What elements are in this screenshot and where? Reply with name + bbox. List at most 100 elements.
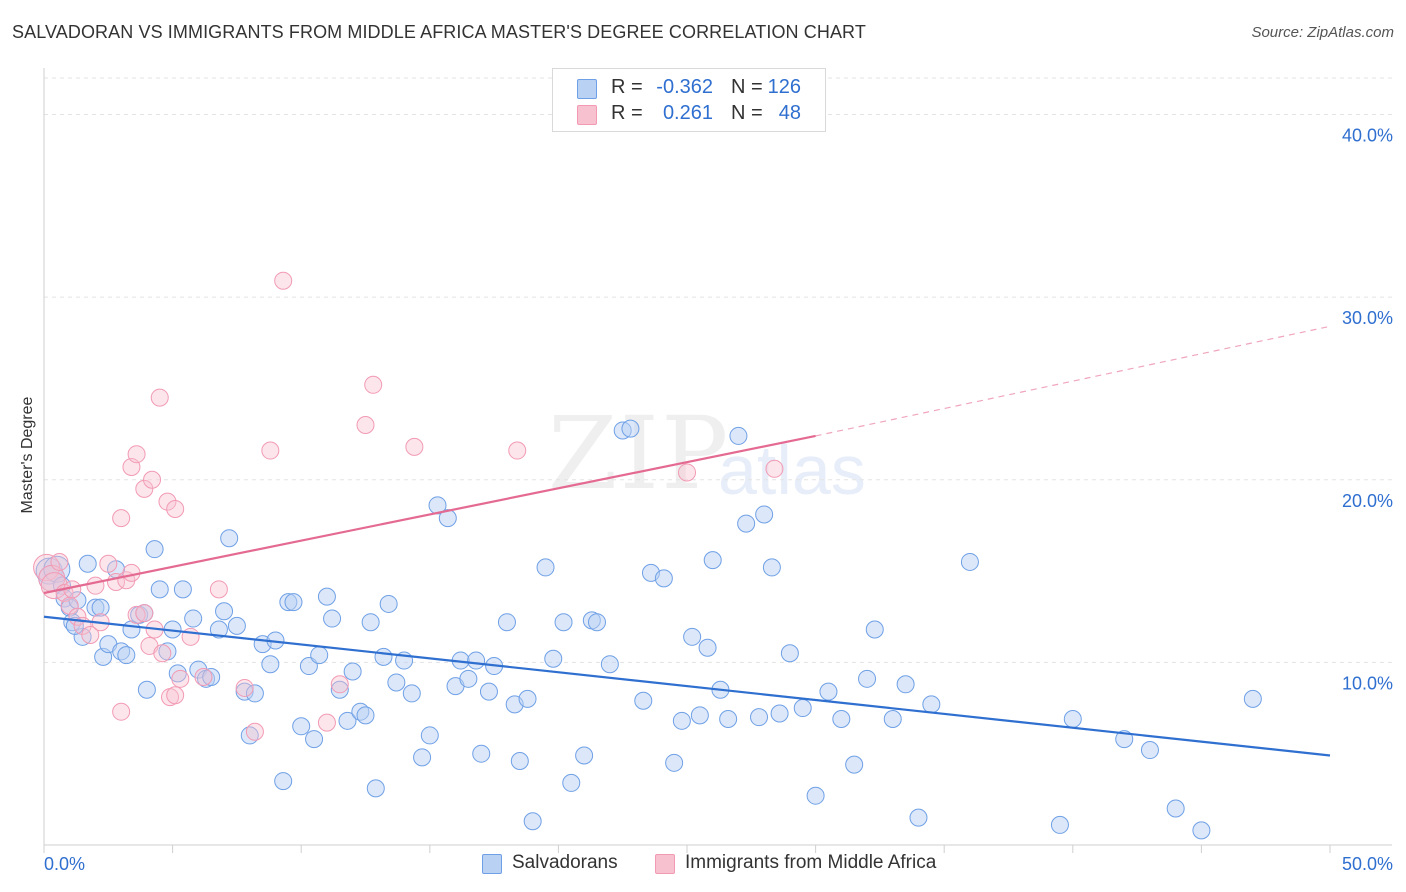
point-salvadorans bbox=[562, 773, 581, 792]
point-salvadorans bbox=[698, 638, 717, 657]
point-salvadorans bbox=[750, 708, 769, 727]
point-middle-africa bbox=[112, 702, 131, 721]
point-middle-africa bbox=[235, 678, 254, 697]
point-salvadorans bbox=[343, 662, 362, 681]
point-salvadorans bbox=[1050, 815, 1069, 834]
point-salvadorans bbox=[202, 667, 221, 686]
point-salvadorans bbox=[634, 691, 653, 710]
point-middle-africa bbox=[171, 669, 190, 688]
point-salvadorans bbox=[310, 646, 329, 665]
point-salvadorans bbox=[832, 709, 851, 728]
point-salvadorans bbox=[467, 651, 486, 670]
point-salvadorans bbox=[845, 755, 864, 774]
point-salvadorans bbox=[536, 558, 555, 577]
y-tick-label: 20.0% bbox=[1342, 491, 1393, 511]
point-middle-africa bbox=[143, 470, 162, 489]
point-salvadorans bbox=[479, 682, 498, 701]
point-salvadorans bbox=[518, 689, 537, 708]
n-value: 126 bbox=[767, 76, 801, 98]
point-middle-africa bbox=[112, 509, 131, 528]
point-middle-africa bbox=[274, 271, 293, 290]
point-salvadorans bbox=[737, 514, 756, 533]
middle-africa-swatch bbox=[577, 105, 597, 125]
point-middle-africa bbox=[150, 388, 169, 407]
point-salvadorans bbox=[261, 655, 280, 674]
n-label: N = bbox=[731, 102, 763, 124]
point-middle-africa bbox=[81, 625, 100, 644]
point-salvadorans bbox=[755, 505, 774, 524]
point-salvadorans bbox=[279, 593, 298, 612]
point-salvadorans bbox=[1063, 709, 1082, 728]
point-middle-africa bbox=[194, 667, 213, 686]
point-salvadorans bbox=[672, 711, 691, 730]
point-salvadorans bbox=[137, 680, 156, 699]
point-salvadorans bbox=[806, 786, 825, 805]
point-salvadorans bbox=[91, 598, 110, 617]
point-salvadorans bbox=[459, 669, 478, 688]
point-salvadorans bbox=[173, 580, 192, 599]
point-salvadorans bbox=[379, 594, 398, 613]
point-middle-africa bbox=[86, 576, 105, 595]
y-tick-label: 40.0% bbox=[1342, 126, 1393, 146]
point-middle-africa bbox=[153, 644, 172, 663]
point-middle-africa bbox=[166, 686, 185, 705]
n-label: N = bbox=[731, 76, 763, 98]
point-salvadorans bbox=[729, 426, 748, 445]
point-salvadorans bbox=[544, 649, 563, 668]
y-tick-label: 10.0% bbox=[1342, 673, 1393, 693]
point-salvadorans bbox=[883, 709, 902, 728]
middle-africa-swatch bbox=[655, 854, 675, 874]
salvadorans-swatch bbox=[482, 854, 502, 874]
point-salvadorans bbox=[690, 706, 709, 725]
point-salvadorans bbox=[762, 558, 781, 577]
point-salvadorans bbox=[523, 812, 542, 831]
point-salvadorans bbox=[858, 669, 877, 688]
point-salvadorans bbox=[1192, 821, 1211, 840]
point-middle-africa bbox=[50, 552, 69, 571]
point-salvadorans bbox=[323, 609, 342, 628]
point-middle-africa bbox=[317, 713, 336, 732]
point-salvadorans bbox=[683, 627, 702, 646]
source-label: Source: ZipAtlas.com bbox=[1251, 24, 1394, 41]
r-label: R = bbox=[611, 76, 643, 98]
chart-title: SALVADORAN VS IMMIGRANTS FROM MIDDLE AFR… bbox=[12, 22, 866, 42]
point-salvadorans bbox=[1140, 741, 1159, 760]
point-middle-africa bbox=[135, 479, 154, 498]
point-salvadorans bbox=[587, 613, 606, 632]
legend-label-salvadorans: Salvadorans bbox=[512, 852, 618, 873]
point-salvadorans bbox=[117, 646, 136, 665]
point-salvadorans bbox=[497, 613, 516, 632]
point-salvadorans bbox=[413, 748, 432, 767]
point-salvadorans bbox=[438, 509, 457, 528]
point-salvadorans bbox=[145, 540, 164, 559]
point-middle-africa bbox=[166, 499, 185, 518]
stats-row-middle-africa: R = 0.261 N = 48 bbox=[553, 102, 825, 128]
point-salvadorans bbox=[284, 593, 303, 612]
trendline-middle-africa-extension bbox=[815, 325, 1331, 437]
point-middle-africa bbox=[245, 722, 264, 741]
point-middle-africa bbox=[127, 605, 146, 624]
legend-label-middle-africa: Immigrants from Middle Africa bbox=[685, 852, 937, 873]
point-salvadorans bbox=[613, 421, 632, 440]
point-salvadorans bbox=[600, 655, 619, 674]
point-middle-africa bbox=[364, 375, 383, 394]
point-salvadorans bbox=[703, 551, 722, 570]
point-salvadorans bbox=[1166, 799, 1185, 818]
point-salvadorans bbox=[374, 647, 393, 666]
point-salvadorans bbox=[292, 717, 311, 736]
point-salvadorans bbox=[317, 587, 336, 606]
point-salvadorans bbox=[865, 620, 884, 639]
point-salvadorans bbox=[780, 644, 799, 663]
r-value: 0.261 bbox=[662, 102, 713, 124]
point-middle-africa bbox=[127, 445, 146, 464]
series-legend: Salvadorans Immigrants from Middle Afric… bbox=[0, 852, 1406, 878]
stats-row-salvadorans: R = -0.362 N = 126 bbox=[553, 76, 825, 102]
point-salvadorans bbox=[184, 609, 203, 628]
trendline-middle-africa bbox=[43, 434, 816, 595]
point-middle-africa bbox=[209, 580, 228, 599]
point-salvadorans bbox=[305, 730, 324, 749]
point-salvadorans bbox=[209, 620, 228, 639]
point-salvadorans bbox=[819, 682, 838, 701]
point-salvadorans bbox=[274, 772, 293, 791]
